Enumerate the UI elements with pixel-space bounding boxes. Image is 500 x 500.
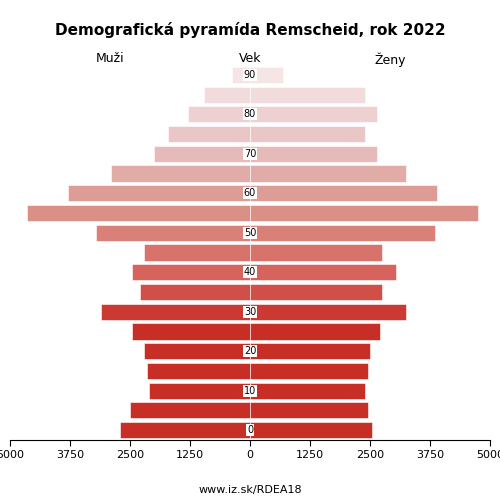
Bar	[154, 146, 250, 162]
Bar	[168, 126, 250, 142]
Text: 90: 90	[244, 70, 256, 80]
Bar	[250, 363, 368, 379]
Bar	[232, 67, 250, 83]
Bar	[188, 106, 250, 122]
Bar	[250, 224, 435, 241]
Bar	[250, 67, 282, 83]
Text: 20: 20	[244, 346, 256, 356]
Bar	[144, 244, 250, 260]
Bar	[250, 382, 365, 399]
Bar	[101, 304, 250, 320]
Bar	[250, 402, 368, 418]
Text: Demografická pyramída Remscheid, rok 2022: Demografická pyramída Remscheid, rok 202…	[54, 22, 446, 38]
Bar	[250, 304, 406, 320]
Bar	[149, 382, 250, 399]
Bar	[250, 244, 382, 260]
Text: www.iz.sk/RDEA18: www.iz.sk/RDEA18	[198, 485, 302, 495]
Bar	[144, 343, 250, 359]
Bar	[250, 106, 377, 122]
Text: 50: 50	[244, 228, 256, 238]
Bar	[250, 126, 365, 142]
Text: Vek: Vek	[239, 52, 261, 66]
Text: Muži: Muži	[96, 52, 124, 66]
Text: Ženy: Ženy	[374, 52, 406, 67]
Text: 70: 70	[244, 149, 256, 159]
Bar	[250, 86, 365, 102]
Bar	[147, 363, 250, 379]
Bar	[120, 422, 250, 438]
Text: 80: 80	[244, 110, 256, 120]
Bar	[96, 224, 250, 241]
Bar	[250, 166, 406, 182]
Text: 40: 40	[244, 267, 256, 277]
Bar	[130, 402, 250, 418]
Text: 0: 0	[247, 425, 253, 435]
Bar	[132, 324, 250, 340]
Bar	[250, 205, 478, 221]
Bar	[250, 324, 380, 340]
Bar	[250, 422, 372, 438]
Bar	[27, 205, 250, 221]
Text: 30: 30	[244, 306, 256, 316]
Text: 60: 60	[244, 188, 256, 198]
Bar	[250, 146, 377, 162]
Bar	[140, 284, 250, 300]
Bar	[111, 166, 250, 182]
Bar	[250, 284, 382, 300]
Bar	[250, 264, 396, 280]
Bar	[204, 86, 250, 102]
Bar	[132, 264, 250, 280]
Text: 10: 10	[244, 386, 256, 396]
Bar	[250, 185, 437, 202]
Bar	[68, 185, 250, 202]
Bar	[250, 343, 370, 359]
